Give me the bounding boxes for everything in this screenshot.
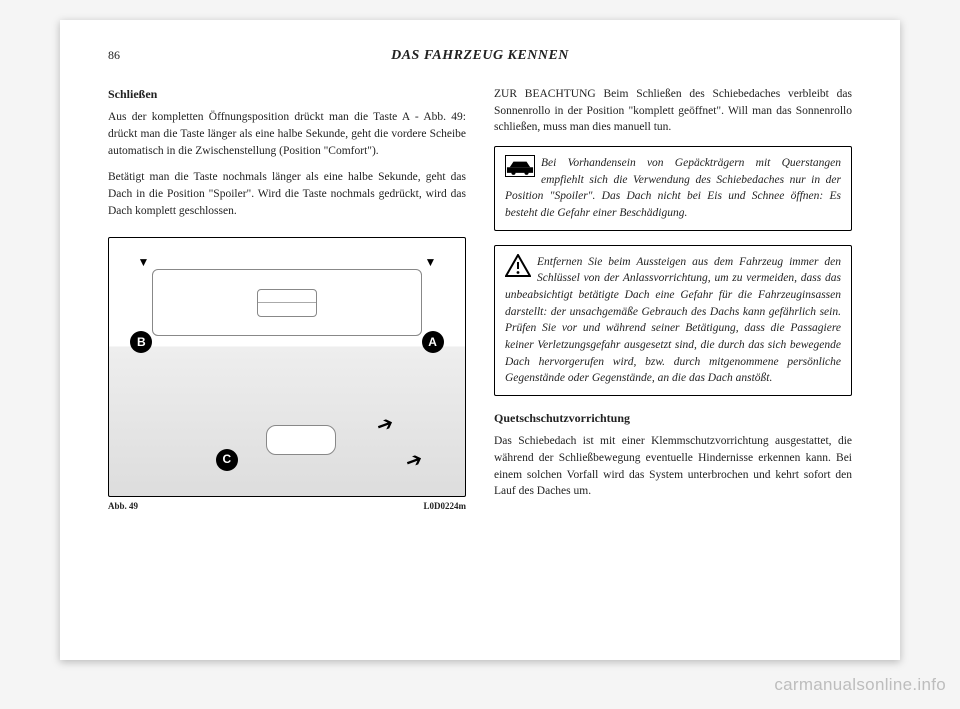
figure-caption-row: Abb. 49 L0D0224m <box>108 500 466 513</box>
page-header: 86 DAS FAHRZEUG KENNEN <box>108 48 852 64</box>
left-column: Schließen Aus der kompletten Öffnungspos… <box>108 86 466 513</box>
car-caution-icon <box>505 155 535 177</box>
antipinch-subhead: Quetschschutzvorrichtung <box>494 410 852 427</box>
close-para-2: Betätigt man die Taste nochmals länger a… <box>108 169 466 219</box>
warning-triangle-icon <box>505 254 531 278</box>
caution-box-luggage: Bei Vorhandensein von Gepäckträgern mit … <box>494 146 852 231</box>
callout-badge-c: C <box>216 449 238 471</box>
notice-para: ZUR BEACHTUNG Beim Schließen des Schiebe… <box>494 86 852 136</box>
direction-arrow-icon: ➔ <box>373 409 399 442</box>
figure-49-image: B A C ➔ ➔ <box>108 237 466 497</box>
warning-box-text: Entfernen Sie beim Aussteigen aus dem Fa… <box>505 256 841 385</box>
callout-badge-b: B <box>130 331 152 353</box>
figure-code: L0D0224m <box>424 500 467 513</box>
manual-page: 86 DAS FAHRZEUG KENNEN Schließen Aus der… <box>60 20 900 660</box>
roof-panel-graphic <box>152 269 423 336</box>
warning-box-key: Entfernen Sie beim Aussteigen aus dem Fa… <box>494 245 852 396</box>
arrow-down-icon <box>137 254 149 266</box>
antipinch-para: Das Schiebedach ist mit einer Klemmschut… <box>494 433 852 500</box>
header-title: DAS FAHRZEUG KENNEN <box>138 48 822 64</box>
close-subhead: Schließen <box>108 86 466 103</box>
figure-49: B A C ➔ ➔ Abb. 49 L0D0224m <box>108 237 466 513</box>
caution-box-text: Bei Vorhandensein von Gepäckträgern mit … <box>505 157 841 219</box>
right-column: ZUR BEACHTUNG Beim Schließen des Schiebe… <box>494 86 852 513</box>
direction-arrow-icon: ➔ <box>401 445 427 478</box>
watermark-text: carmanualsonline.info <box>774 675 946 695</box>
roof-buttons-graphic <box>257 289 317 317</box>
lamp-graphic <box>266 425 336 455</box>
content-columns: Schließen Aus der kompletten Öffnungspos… <box>108 86 852 513</box>
figure-label: Abb. 49 <box>108 500 138 513</box>
callout-badge-a: A <box>422 331 444 353</box>
arrow-down-icon <box>425 254 437 266</box>
close-para-1: Aus der kompletten Öffnungsposition drüc… <box>108 109 466 159</box>
page-number: 86 <box>108 48 138 63</box>
